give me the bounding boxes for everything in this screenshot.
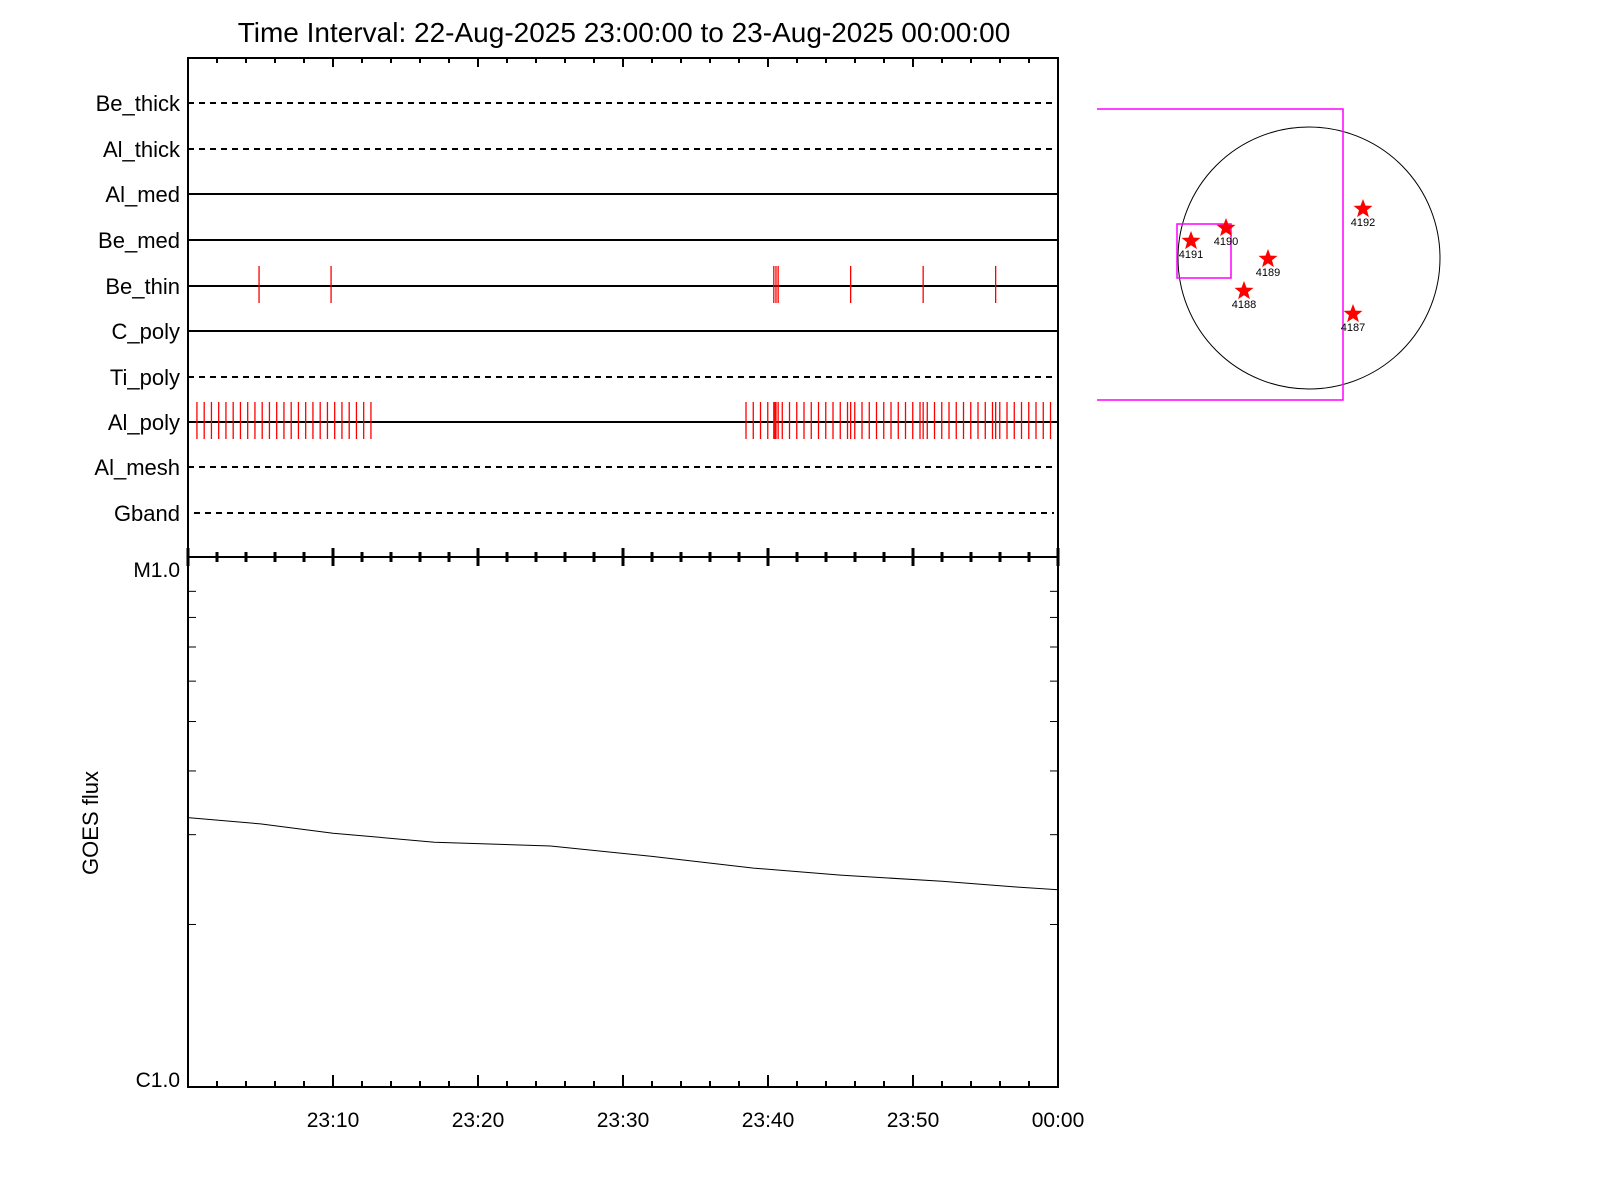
region-star-icon [1258, 249, 1278, 268]
goes-panel: GOES flux C1.0 M1.0 23:10 23:20 23:30 23:40… [78, 556, 1085, 1132]
x-tick-label: 23:50 [887, 1109, 940, 1132]
x-tick-label: 23:20 [452, 1109, 505, 1132]
y-tick-label-c1: C1.0 [136, 1069, 180, 1092]
channel-label: C_poly [112, 319, 180, 344]
field-of-view-box [1097, 108, 1344, 401]
region-label: 4189 [1256, 267, 1280, 279]
region-label: 4191 [1179, 249, 1203, 261]
channel-label: Ti_poly [110, 365, 180, 390]
region-star-icon [1216, 218, 1236, 237]
channel-label: Be_med [98, 228, 180, 253]
chart-title: Time Interval: 22-Aug-2025 23:00:00 to 2… [238, 17, 1011, 48]
channel-label: Al_poly [108, 410, 180, 435]
region-star-icon [1343, 304, 1363, 323]
channel-label: Be_thin [105, 274, 180, 299]
target-box [1176, 223, 1232, 279]
goes-panel-frame [187, 556, 1059, 1088]
y-tick-label-m1: M1.0 [133, 559, 180, 582]
event-panel-frame [187, 57, 1059, 558]
region-label: 4190 [1214, 236, 1238, 248]
channel-label: Be_thick [96, 91, 181, 116]
channel-label: Gband [114, 501, 180, 526]
event-panel: Be_thick Al_thick Al_med Be_med Be_thin C_pol… [94, 57, 1060, 566]
region-star-icon [1353, 199, 1373, 218]
channel-label: Al_mesh [94, 455, 180, 480]
goes-flux-line [187, 817, 1059, 891]
x-tick-label: 23:30 [597, 1109, 650, 1132]
channel-label: Al_med [105, 182, 180, 207]
region-star-icon [1234, 281, 1254, 300]
region-star-icon [1181, 231, 1201, 250]
x-tick-label: 00:00 [1032, 1109, 1085, 1132]
region-label: 4188 [1232, 299, 1256, 311]
x-tick-label: 23:40 [742, 1109, 795, 1132]
x-tick-label: 23:10 [307, 1109, 360, 1132]
region-label: 4187 [1341, 322, 1365, 334]
y-axis-label: GOES flux [78, 771, 103, 875]
channel-label: Al_thick [103, 137, 181, 162]
solar-limb [1177, 126, 1441, 390]
region-label: 4192 [1351, 217, 1375, 229]
solar-disk-map: 4191 4190 4189 4188 4192 4187 [1097, 108, 1441, 401]
